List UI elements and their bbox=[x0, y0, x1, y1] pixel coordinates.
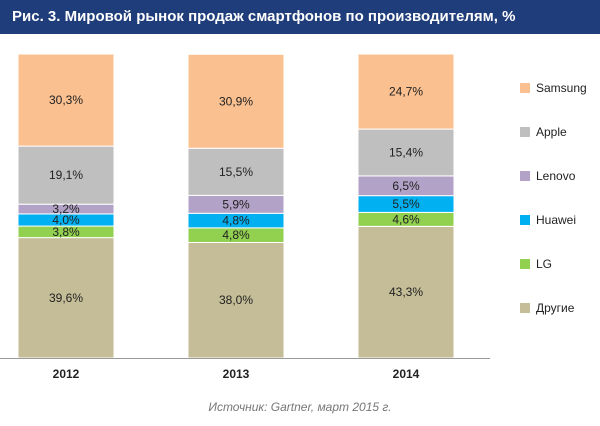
legend-label: Другие bbox=[536, 301, 575, 315]
data-label: 38,0% bbox=[219, 293, 253, 307]
data-label: 19,1% bbox=[49, 168, 83, 182]
data-label: 30,3% bbox=[49, 93, 83, 107]
x-tick-label: 2014 bbox=[393, 367, 420, 381]
legend-swatch bbox=[520, 171, 530, 181]
bar-segment-Другие-2014 bbox=[357, 225, 455, 359]
data-label: 6,5% bbox=[392, 179, 420, 193]
data-label: 39,6% bbox=[49, 291, 83, 305]
x-tick-labels-group: 2012 2013 2014 bbox=[53, 367, 420, 381]
source-note: Источник: Gartner, март 2015 г. bbox=[208, 400, 392, 414]
legend-label: LG bbox=[536, 257, 552, 271]
legend-swatch bbox=[520, 83, 530, 93]
legend-item-Другие: Другие bbox=[520, 301, 575, 315]
data-label: 4,6% bbox=[392, 212, 420, 226]
legend-label: Lenovo bbox=[536, 169, 576, 183]
legend-item-LG: LG bbox=[520, 257, 552, 271]
legend-item-Huawei: Huawei bbox=[520, 213, 576, 227]
x-tick-label: 2012 bbox=[53, 367, 80, 381]
bar-segment-Другие-2013 bbox=[187, 241, 285, 359]
bar-segment-Samsung-2013 bbox=[187, 53, 285, 149]
data-label: 4,8% bbox=[222, 214, 250, 228]
data-label: 5,9% bbox=[222, 197, 250, 211]
data-label: 3,8% bbox=[52, 225, 80, 239]
bars-group bbox=[17, 53, 455, 359]
legend-swatch bbox=[520, 259, 530, 269]
bar-segment-Samsung-2012 bbox=[17, 53, 115, 147]
data-label: 5,5% bbox=[392, 197, 420, 211]
legend-label: Samsung bbox=[536, 81, 587, 95]
legend-item-Apple: Apple bbox=[520, 125, 567, 139]
chart-area: 39,6% 3,8% 4,0% 3,2% 19,1% 30,3% 38,0% 4,8% 4,8%… bbox=[0, 34, 600, 426]
legend-item-Lenovo: Lenovo bbox=[520, 169, 576, 183]
legend-item-Samsung: Samsung bbox=[520, 81, 587, 95]
data-label: 15,5% bbox=[219, 165, 253, 179]
data-label: 30,9% bbox=[219, 94, 253, 108]
bar-segment-Apple-2012 bbox=[17, 145, 115, 205]
data-label: 4,8% bbox=[222, 228, 250, 242]
bar-segment-Samsung-2014 bbox=[357, 53, 455, 130]
stacked-bar-chart: 39,6% 3,8%4,0%3,2% 19,1% 30,3% 38,0% 4,8%4,8%… bbox=[0, 53, 587, 381]
legend-swatch bbox=[520, 127, 530, 137]
legend-swatch bbox=[520, 215, 530, 225]
segment-labels-group: 39,6% 3,8%4,0%3,2% 19,1% 30,3% 38,0% 4,8%4,8%… bbox=[49, 85, 423, 308]
bar-segment-Apple-2014 bbox=[357, 128, 455, 177]
data-label: 15,4% bbox=[389, 145, 423, 159]
data-label: 24,7% bbox=[389, 85, 423, 99]
data-label: 4,0% bbox=[52, 213, 80, 227]
data-label: 3,2% bbox=[52, 202, 80, 216]
data-label: 43,3% bbox=[389, 285, 423, 299]
chart-title: Рис. 3. Мировой рынок продаж смартфонов … bbox=[0, 0, 600, 34]
legend: Samsung Apple Lenovo Huawei LG Другие bbox=[520, 81, 587, 315]
legend-swatch bbox=[520, 303, 530, 313]
x-tick-label: 2013 bbox=[223, 367, 250, 381]
bar-segment-Другие-2012 bbox=[17, 237, 115, 359]
legend-label: Huawei bbox=[536, 213, 576, 227]
legend-label: Apple bbox=[536, 125, 567, 139]
